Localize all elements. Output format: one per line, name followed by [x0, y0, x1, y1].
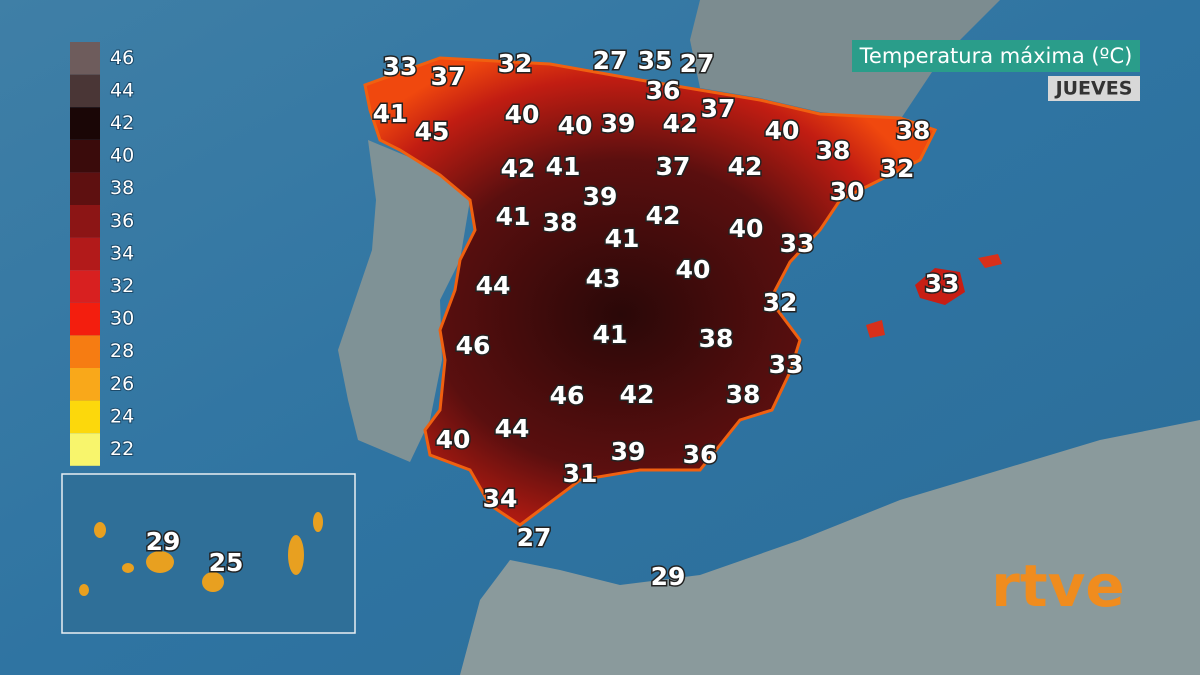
- temperature-label: 37: [701, 94, 736, 123]
- legend-swatch: [70, 172, 100, 205]
- day: JUEVES: [1054, 78, 1133, 100]
- temperature-label: 40: [765, 116, 800, 145]
- temperature-label: 41: [593, 320, 628, 349]
- legend-label: 32: [110, 275, 134, 297]
- logo: rtve: [991, 552, 1124, 620]
- temperature-label: 30: [830, 177, 865, 206]
- france: [690, 0, 1000, 120]
- temperature-label: 42: [728, 152, 763, 181]
- legend: 46 44 42 40 38 36 34 32 30 28 26 24 22: [70, 42, 135, 466]
- legend-label: 42: [110, 112, 134, 134]
- title-box: [852, 40, 1140, 72]
- temperature-label: 40: [676, 255, 711, 284]
- temperature-label: 38: [726, 380, 761, 409]
- temperature-label: 41: [496, 202, 531, 231]
- legend-label: 36: [110, 210, 134, 232]
- temperature-label: 41: [373, 99, 408, 128]
- legend-label: 44: [110, 79, 134, 101]
- temperature-label: 41: [546, 152, 581, 181]
- temperature-label: 33: [383, 52, 418, 81]
- temperature-label: 27: [680, 49, 715, 78]
- temperature-label: 38: [896, 116, 931, 145]
- temperature-label: 42: [620, 380, 655, 409]
- legend-swatch: [70, 42, 100, 75]
- portugal: [338, 140, 470, 462]
- temperature-label: 36: [683, 440, 718, 469]
- legend-swatch: [70, 74, 100, 108]
- temperature-label: 39: [583, 182, 618, 211]
- temperature-label: 38: [816, 136, 851, 165]
- legend-swatch: [70, 433, 100, 466]
- temperature-label: 44: [495, 414, 530, 443]
- temperature-label: 32: [498, 49, 533, 78]
- legend-swatch: [70, 139, 100, 173]
- title: Temperatura máxima (ºC): [859, 44, 1133, 68]
- legend-swatch: [70, 237, 100, 271]
- temperature-label: 34: [483, 484, 518, 513]
- temperature-label: 39: [601, 109, 636, 138]
- temperature-label: 33: [780, 229, 815, 258]
- temperature-label: 46: [456, 331, 491, 360]
- temperature-label: 38: [699, 324, 734, 353]
- legend-swatch: [70, 107, 100, 140]
- temperature-label: 42: [501, 154, 536, 183]
- legend-label: 22: [110, 438, 134, 460]
- legend-swatch: [70, 205, 100, 238]
- legend-swatch: [70, 335, 100, 368]
- temperature-label: 42: [646, 201, 681, 230]
- temperature-label: 40: [729, 214, 764, 243]
- temperature-label: 40: [505, 100, 540, 129]
- menorca: [978, 254, 1002, 268]
- temperature-label: 33: [925, 269, 960, 298]
- temperature-label: 39: [611, 437, 646, 466]
- legend-label: 28: [110, 340, 134, 362]
- legend-label: 30: [110, 308, 134, 330]
- ibiza: [866, 320, 885, 338]
- temperature-label: 42: [663, 109, 698, 138]
- temperature-label: 32: [880, 154, 915, 183]
- temperature-label: 25: [209, 548, 244, 577]
- temperature-label: 37: [656, 152, 691, 181]
- legend-label: 34: [110, 242, 134, 264]
- mallorca: [915, 268, 965, 305]
- temperature-label: 36: [646, 76, 681, 105]
- legend-label: 26: [110, 373, 134, 395]
- spain: [363, 56, 938, 527]
- legend-label: 46: [110, 47, 134, 69]
- temperature-label: 33: [769, 350, 804, 379]
- temperature-label: 43: [586, 264, 621, 293]
- temperature-label: 29: [146, 527, 181, 556]
- temperature-label: 31: [563, 459, 598, 488]
- temperature-label: 45: [415, 117, 450, 146]
- temperature-label: 29: [651, 562, 686, 591]
- temperature-label: 37: [431, 62, 466, 91]
- temperature-label: 44: [476, 271, 511, 300]
- temperature-label: 27: [593, 46, 628, 75]
- temperature-label: 46: [550, 381, 585, 410]
- africa: [460, 420, 1200, 675]
- temperature-label: 32: [763, 288, 798, 317]
- legend-label: 24: [110, 405, 134, 427]
- day-box: [1048, 76, 1140, 101]
- canary-islands: [79, 512, 323, 596]
- canary-inset: [61, 473, 356, 634]
- temperature-label: 38: [543, 208, 578, 237]
- legend-swatch: [70, 368, 100, 401]
- temperature-label: 40: [436, 425, 471, 454]
- temperature-label: 40: [558, 111, 593, 140]
- legend-swatch: [70, 270, 100, 303]
- legend-swatch: [70, 302, 100, 336]
- legend-swatch: [70, 400, 100, 434]
- legend-label: 38: [110, 177, 134, 199]
- temperature-label: 27: [517, 523, 552, 552]
- temperature-label: 35: [638, 46, 673, 75]
- legend-label: 40: [110, 145, 134, 167]
- temperature-label: 41: [605, 224, 640, 253]
